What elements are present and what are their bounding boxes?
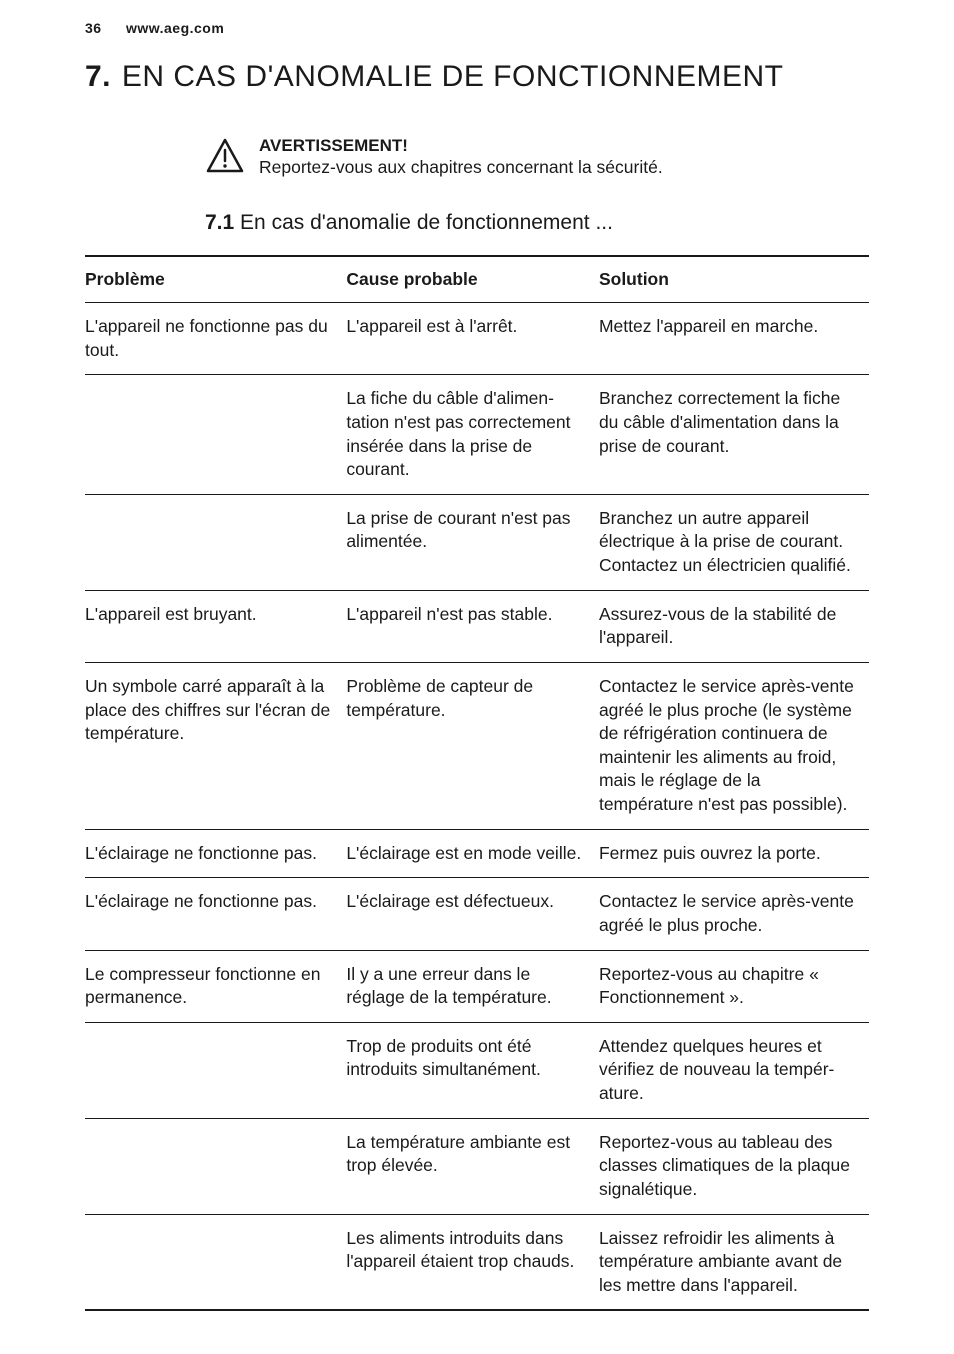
cell-solution: Contactez le service après-vente agréé l… <box>599 662 869 829</box>
cell-cause: La température ambiante est trop élevée. <box>346 1118 599 1214</box>
cell-solution: Contactez le service après-vente agréé l… <box>599 878 869 950</box>
section-title-text: EN CAS D'ANOMALIE DE FONCTIONNEMENT <box>122 60 784 93</box>
cell-cause: Trop de produits ont été introduits simu… <box>346 1022 599 1118</box>
warning-body: Reportez-vous aux chapitres concernant l… <box>259 156 663 179</box>
subsection-title: 7.1 En cas d'anomalie de fonctionnement … <box>205 211 869 235</box>
cell-problem: L'éclairage ne fonctionne pas. <box>85 878 346 950</box>
cell-cause: La prise de courant n'est pas alimentée. <box>346 494 599 590</box>
manual-page: 36 www.aeg.com 7. EN CAS D'ANOMALIE DE F… <box>0 0 954 1351</box>
table-row: L'appareil est bruyant.L'appareil n'est … <box>85 590 869 662</box>
table-row: Trop de produits ont été introduits simu… <box>85 1022 869 1118</box>
header-site: www.aeg.com <box>126 20 224 36</box>
cell-problem <box>85 1118 346 1214</box>
cell-problem: Le compresseur fonctionne en permanence. <box>85 950 346 1022</box>
warning-text: AVERTISSEMENT! Reportez-vous aux chapitr… <box>259 136 663 179</box>
cell-problem: Un symbole carré apparaît à la place des… <box>85 662 346 829</box>
warning-title: AVERTISSEMENT! <box>259 136 663 156</box>
table-body: L'appareil ne fonctionne pas du tout.L'a… <box>85 303 869 1311</box>
table-row: La température ambiante est trop élevée.… <box>85 1118 869 1214</box>
table-row: La fiche du câble d'alimen­tation n'est … <box>85 375 869 495</box>
warning-block: AVERTISSEMENT! Reportez-vous aux chapitr… <box>205 136 869 179</box>
table-row: L'éclairage ne fonctionne pas.L'éclairag… <box>85 878 869 950</box>
page-header: 36 www.aeg.com <box>85 20 869 36</box>
cell-cause: Problème de capteur de température. <box>346 662 599 829</box>
section-title: 7. EN CAS D'ANOMALIE DE FONCTIONNEMENT <box>85 60 869 94</box>
cell-problem: L'appareil est bruyant. <box>85 590 346 662</box>
section-number: 7. <box>85 60 111 93</box>
cell-solution: Mettez l'appareil en marche. <box>599 303 869 375</box>
table-row: Les aliments introduits dans l'appareil … <box>85 1214 869 1310</box>
troubleshooting-table: Problème Cause probable Solution L'appar… <box>85 255 869 1311</box>
table-row: L'éclairage ne fonctionne pas.L'éclairag… <box>85 829 869 878</box>
cell-solution: Reportez-vous au chapitre « Fonctionneme… <box>599 950 869 1022</box>
cell-solution: Branchez correctement la fiche du câble … <box>599 375 869 495</box>
cell-problem: L'appareil ne fonctionne pas du tout. <box>85 303 346 375</box>
cell-problem <box>85 1022 346 1118</box>
cell-cause: L'éclairage est défectueux. <box>346 878 599 950</box>
table-row: L'appareil ne fonctionne pas du tout.L'a… <box>85 303 869 375</box>
cell-solution: Branchez un autre appareil électrique à … <box>599 494 869 590</box>
table-row: Le compresseur fonctionne en permanence.… <box>85 950 869 1022</box>
cell-solution: Reportez-vous au tableau des classes cli… <box>599 1118 869 1214</box>
warning-icon <box>205 138 245 179</box>
cell-cause: L'appareil n'est pas stable. <box>346 590 599 662</box>
table-row: Un symbole carré apparaît à la place des… <box>85 662 869 829</box>
table-row: La prise de courant n'est pas alimentée.… <box>85 494 869 590</box>
table-header-row: Problème Cause probable Solution <box>85 256 869 303</box>
cell-problem <box>85 375 346 495</box>
cell-problem: L'éclairage ne fonctionne pas. <box>85 829 346 878</box>
cell-cause: L'éclairage est en mode veille. <box>346 829 599 878</box>
col-problem: Problème <box>85 256 346 303</box>
cell-problem <box>85 494 346 590</box>
page-number: 36 <box>85 20 102 36</box>
subsection-number: 7.1 <box>205 211 234 234</box>
subsection-title-text: En cas d'anomalie de fonctionnement ... <box>240 211 613 234</box>
cell-solution: Attendez quelques heures et vérifiez de … <box>599 1022 869 1118</box>
cell-solution: Assurez-vous de la stabilité de l'appare… <box>599 590 869 662</box>
cell-cause: Les aliments introduits dans l'appareil … <box>346 1214 599 1310</box>
cell-solution: Laissez refroidir les aliments à tempéra… <box>599 1214 869 1310</box>
cell-cause: La fiche du câble d'alimen­tation n'est … <box>346 375 599 495</box>
cell-cause: Il y a une erreur dans le réglage de la … <box>346 950 599 1022</box>
col-cause: Cause probable <box>346 256 599 303</box>
col-solution: Solution <box>599 256 869 303</box>
cell-cause: L'appareil est à l'arrêt. <box>346 303 599 375</box>
cell-solution: Fermez puis ouvrez la porte. <box>599 829 869 878</box>
cell-problem <box>85 1214 346 1310</box>
